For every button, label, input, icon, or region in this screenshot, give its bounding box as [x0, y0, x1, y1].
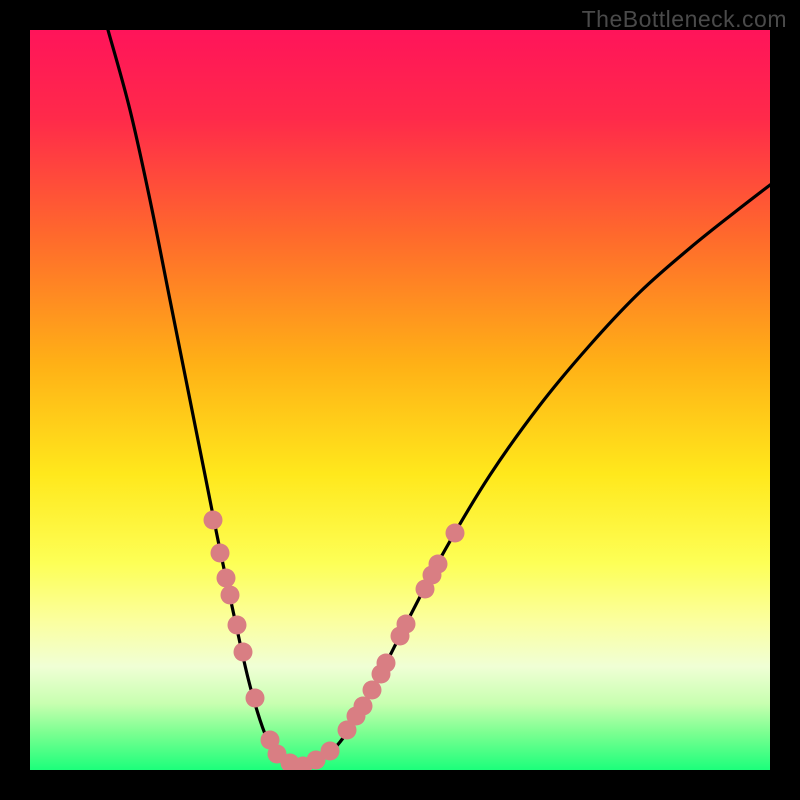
chart-frame: TheBottleneck.com: [0, 0, 800, 800]
plot-area: [30, 30, 770, 770]
heat-gradient-background: [30, 30, 770, 770]
watermark-text: TheBottleneck.com: [582, 6, 787, 33]
